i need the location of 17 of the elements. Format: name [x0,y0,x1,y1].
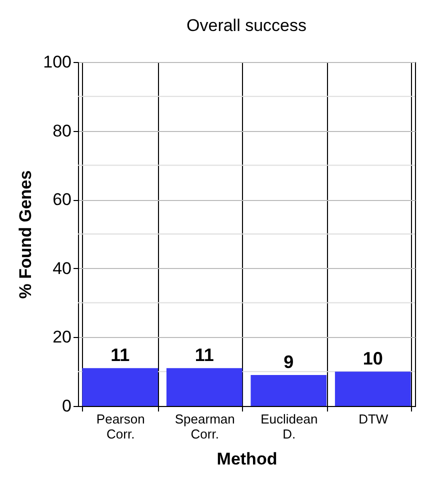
data-label: 11 [194,345,214,366]
x-tick-label: Spearman Corr. [174,412,235,442]
x-tick-label: Pearson Corr. [96,412,145,442]
data-label: 9 [284,352,294,372]
x-tick-label: DTW [358,412,389,426]
chart-title: Overall success [186,16,306,35]
y-axis-title: % Found Genes [16,170,36,299]
data-label: 10 [362,348,383,369]
y-tick-label: 80 [52,121,72,140]
y-tick-label: 100 [43,52,72,72]
y-tick-label: 0 [62,396,72,416]
y-tick-label: 40 [52,258,72,278]
y-tick-label: 20 [52,328,72,347]
x-axis-title: Method [216,450,278,468]
data-label: 11 [110,345,130,366]
x-tick-label: Euclidean D. [260,412,318,442]
y-tick-label: 60 [52,190,72,210]
